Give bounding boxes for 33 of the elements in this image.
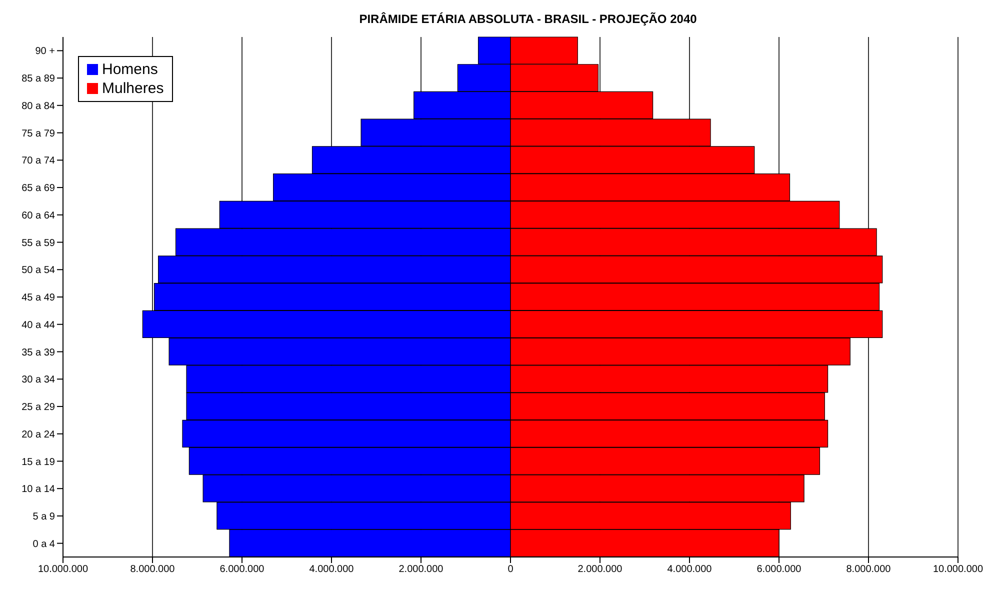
y-tick-label: 70 a 74 [22, 156, 56, 167]
y-tick-label: 25 a 29 [22, 402, 56, 414]
y-tick-label: 60 a 64 [22, 210, 56, 222]
legend-label: Homens [102, 60, 158, 79]
chart-title: PIRÂMIDE ETÁRIA ABSOLUTA - BRASIL - PROJEÇÃO 2040 [358, 12, 698, 26]
y-tick-label: 10 a 14 [22, 484, 56, 496]
y-tick-label: 80 a 84 [22, 100, 56, 112]
y-tick-label: 15 a 19 [22, 456, 56, 468]
y-tick-label: 35 a 39 [22, 347, 56, 358]
y-tick-label: 90 + [35, 46, 56, 58]
y-tick-label: 45 a 49 [22, 292, 56, 304]
x-tick-label: 0 [508, 564, 514, 576]
y-tick-label: 75 a 79 [22, 128, 56, 140]
x-tick-label: 8.000.000 [130, 564, 176, 576]
y-tick-label: 55 a 59 [22, 238, 56, 249]
y-tick-label: 40 a 44 [22, 320, 56, 331]
y-tick-label: 50 a 54 [22, 265, 56, 276]
y-tick-label: 20 a 24 [22, 429, 56, 440]
y-tick-label: 5 a 9 [32, 511, 56, 522]
y-tick-label: 85 a 89 [22, 74, 56, 85]
x-tick-label: 6.000.000 [756, 564, 802, 576]
x-tick-label: 6.000.000 [220, 564, 265, 576]
x-tick-label: 4.000.000 [309, 564, 354, 576]
y-tick-label: 0 a 4 [32, 538, 56, 550]
x-tick-label: 10.000.000 [932, 564, 984, 576]
y-tick-label: 30 a 34 [22, 374, 56, 386]
x-tick-label: 10.000.000 [38, 564, 88, 576]
legend-label: Mulheres [102, 79, 164, 98]
x-tick-label: 4.000.000 [667, 564, 712, 576]
x-tick-label: 8.000.000 [846, 564, 892, 576]
x-tick-label: 2.000.000 [398, 564, 444, 576]
x-tick-label: 2.000.000 [578, 564, 623, 576]
y-tick-label: 65 a 69 [22, 183, 56, 194]
